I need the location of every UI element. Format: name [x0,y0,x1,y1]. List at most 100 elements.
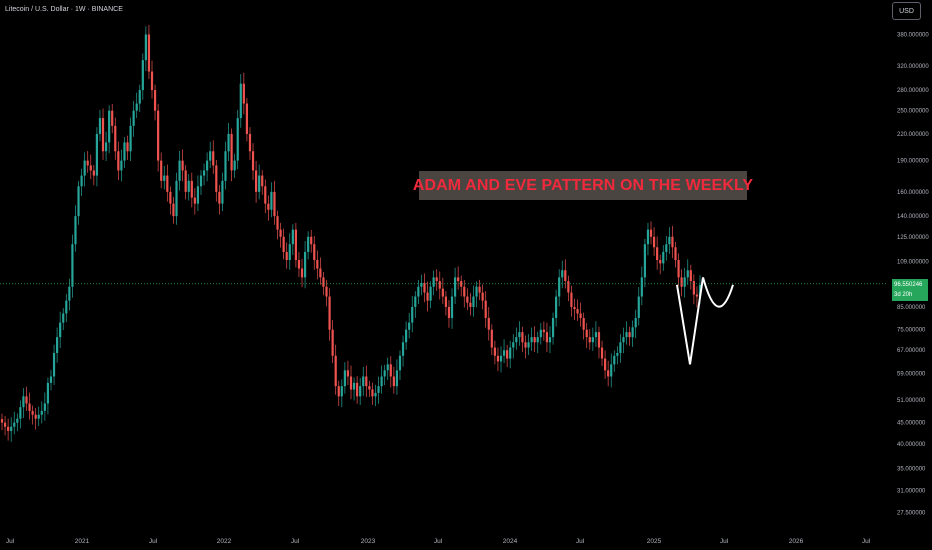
candle-body [334,355,337,387]
candle-body [59,322,62,338]
candle-body [478,286,481,293]
candle-body [607,370,610,377]
candle-body [16,418,19,423]
y-tick-label: 40.000000 [897,442,926,448]
candle-body [199,175,203,187]
candle-body [689,270,692,282]
candle-body [92,170,95,176]
candle-body [95,133,99,176]
candle-body [518,332,521,338]
candle-body [111,110,114,126]
candle-body [251,151,255,171]
x-tick-label: 2023 [361,538,376,545]
candle-body [545,332,549,343]
candle-body [613,355,616,365]
y-tick-label: 380.000000 [897,32,929,38]
candle-body [551,317,555,338]
candle-body [383,370,386,377]
candle-body [374,392,377,397]
candle-body [80,175,83,187]
symbol-title: Litecoin / U.S. Dollar · 1W · BINANCE [5,6,123,13]
x-tick-label: 2021 [75,538,90,545]
candle-body [622,337,625,343]
pattern-annotation[interactable]: ADAM AND EVE PATTERN ON THE WEEKLY [413,171,753,200]
candle-body [52,352,56,377]
candle-body [625,332,628,338]
candle-body [86,160,89,166]
candle-body [432,277,435,287]
candle-body [668,236,671,245]
candle-body [389,364,392,377]
candle-body [349,376,353,390]
candle-body [310,236,313,245]
x-tick-label: Jul [434,538,443,545]
y-tick-label: 250.000000 [897,109,929,115]
candle-body [43,403,46,411]
candle-body [362,376,365,387]
candle-body [441,288,444,297]
candle-body [558,277,561,297]
candle-body [610,364,613,377]
candle-body [521,332,524,343]
candle-body [656,247,659,261]
candle-body [466,296,469,303]
candle-body [453,277,457,297]
candle-body [31,410,34,415]
candle-body [628,332,631,338]
candle-body [539,329,542,338]
candle-body [319,268,322,278]
candle-body [267,203,270,210]
y-tick-label: 31.000000 [897,488,926,494]
candle-body [190,180,193,198]
candle-body [22,396,25,408]
y-tick-label: 320.000000 [897,64,929,70]
candle-body [313,244,316,261]
candle-body [224,151,227,181]
candle-body [594,332,598,338]
y-tick-label: 190.000000 [897,159,929,165]
y-tick-label: 280.000000 [897,88,929,94]
candle-body [469,302,472,307]
currency-button[interactable]: USD [892,2,921,20]
candle-body [206,160,209,171]
y-tick-label: 59.000000 [897,371,926,377]
price-scale: 27.500000 31.000000 35.000000 40.000000 45.0… [897,32,929,516]
candle-body [227,133,230,152]
last-price-tag: 96.550246 3d 20h [892,279,928,301]
candle-body [83,160,86,176]
candle-body [187,180,190,192]
candle-body [588,337,591,343]
bar-countdown: 3d 20h [894,292,913,298]
candle-body [591,337,594,343]
x-tick-label: Jul [862,538,871,545]
candle-body [405,329,408,343]
candle-body [573,306,576,310]
candle-body [487,317,490,330]
adam-eve-drawing [676,277,734,365]
candle-body [499,355,503,362]
candle-body [209,151,212,161]
candle-body [695,294,699,297]
x-tick-label: 2026 [789,538,804,545]
candle-body [429,286,432,301]
candle-body [291,229,294,245]
candle-body [285,251,288,261]
candle-body [328,296,331,330]
candle-body [631,327,634,338]
candle-body [585,329,588,338]
candle-body [254,170,258,192]
candle-body [104,142,108,152]
candle-body [600,347,604,359]
y-tick-label: 27.500000 [897,510,926,516]
x-tick-label: 2024 [503,538,518,545]
candle-body [294,229,297,261]
candle-body [530,337,533,343]
candle-body [426,292,429,301]
candles [0,24,702,442]
candle-body [270,191,273,210]
candle-body [175,180,178,217]
candle-body [496,355,500,362]
candle-body [502,350,506,356]
candle-body [141,60,144,91]
